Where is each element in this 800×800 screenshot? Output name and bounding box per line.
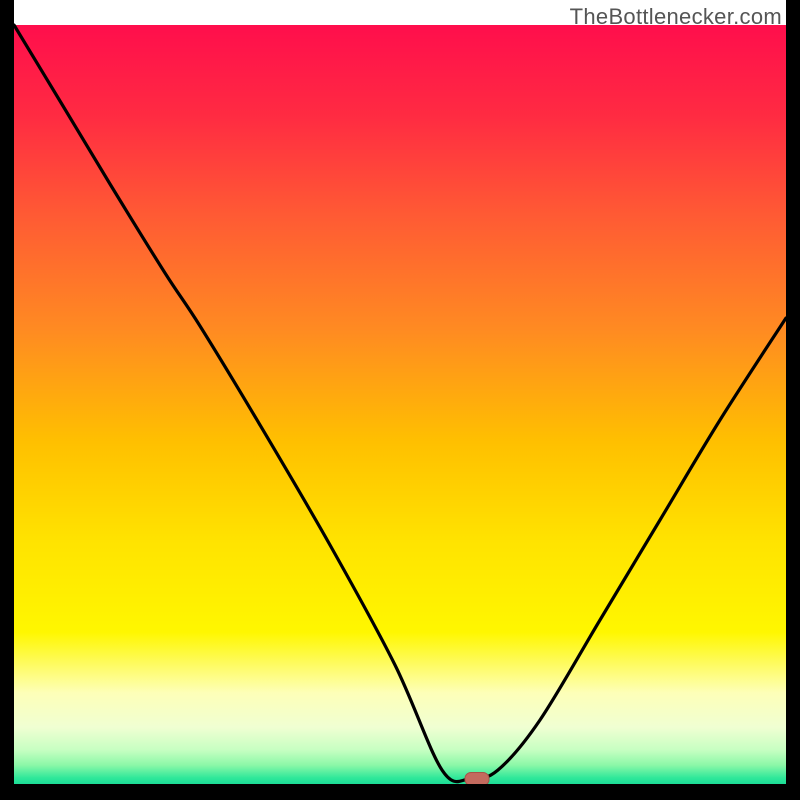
gradient-background xyxy=(14,25,786,784)
bottleneck-chart: TheBottlenecker.com xyxy=(0,0,800,800)
attribution-text: TheBottlenecker.com xyxy=(570,4,782,30)
left-frame-bar xyxy=(0,0,14,800)
bottom-frame-bar xyxy=(0,784,800,800)
right-frame-bar xyxy=(786,0,800,800)
optimal-point-marker xyxy=(465,773,489,786)
chart-svg xyxy=(0,0,800,800)
